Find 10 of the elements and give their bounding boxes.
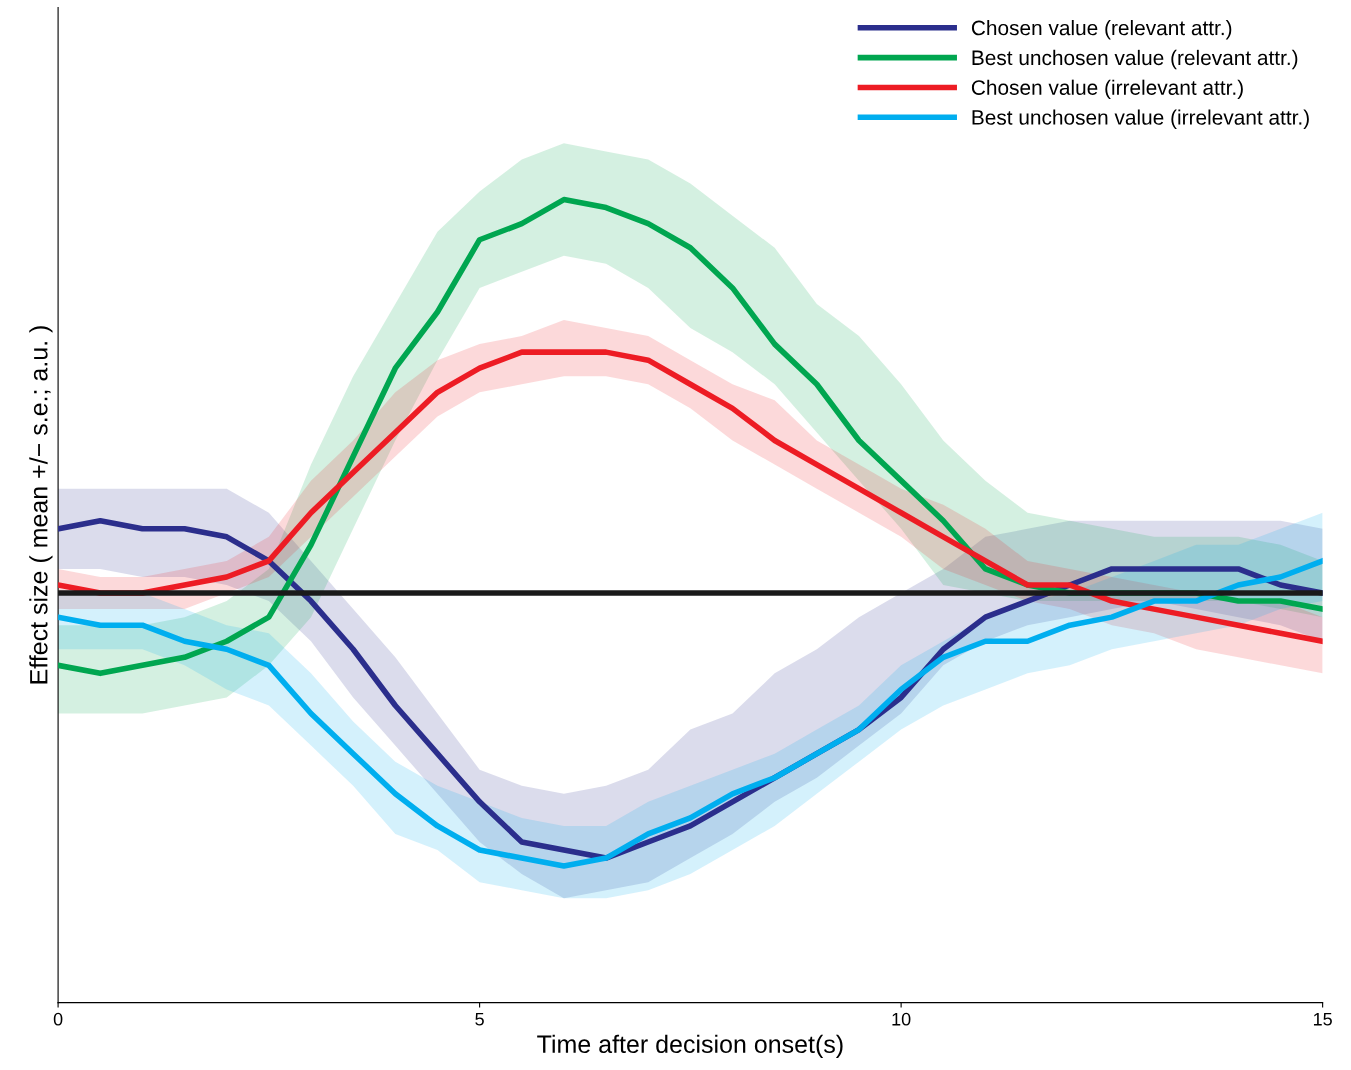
y-axis-title: Effect size ( mean +/− s.e.; a.u. ) [29, 326, 53, 684]
x-axis-title: Time after decision onset(s) [537, 1034, 843, 1058]
x-tick-label: 0 [53, 1012, 63, 1026]
x-tick-label: 10 [892, 1012, 911, 1026]
x-tick-label: 15 [1313, 1012, 1332, 1026]
legend-label: Chosen value (relevant attr.) [971, 19, 1232, 40]
legend-label: Best unchosen value (relevant attr.) [972, 49, 1298, 70]
legend-label: Chosen value (irrelevant attr.) [971, 79, 1243, 100]
legend-label: Best unchosen value (irrelevant attr.) [972, 109, 1309, 129]
x-tick-label: 5 [475, 1012, 484, 1026]
